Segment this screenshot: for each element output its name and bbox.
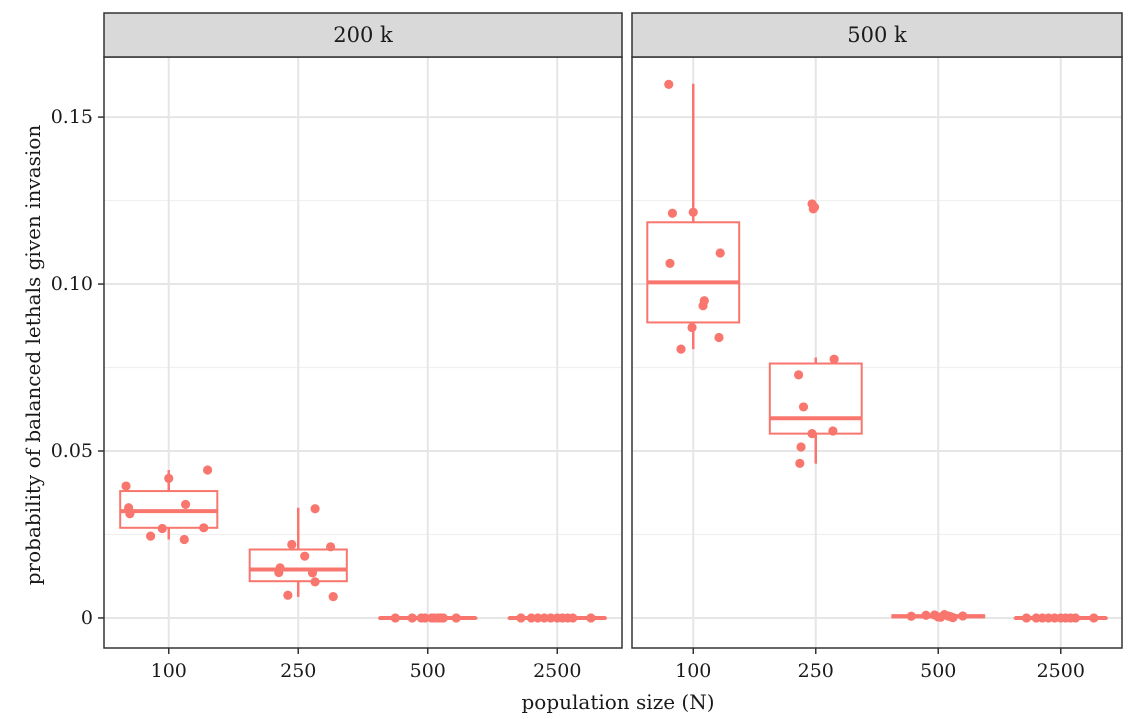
y-tick-label: 0.10 — [51, 273, 93, 295]
x-axis-title: population size (N) — [521, 690, 714, 714]
data-point — [958, 611, 968, 621]
box-250 — [768, 199, 863, 468]
data-point — [794, 370, 804, 380]
y-tick-label: 0 — [81, 607, 93, 629]
data-point — [407, 613, 417, 623]
data-point — [307, 568, 318, 578]
data-point — [274, 567, 284, 578]
data-point — [287, 539, 297, 550]
x-tick-label: 2500 — [533, 660, 581, 682]
box-100 — [119, 465, 219, 545]
facet-panel-2: 500 k 100 250 500 2500 — [631, 12, 1123, 682]
x-tick-label: 500 — [920, 660, 956, 682]
data-point — [125, 509, 135, 519]
x-tick-label: 500 — [410, 660, 446, 682]
box-iqr — [646, 221, 741, 324]
data-point — [798, 402, 809, 412]
y-axis-title: probability of balanced lethals given in… — [21, 125, 45, 586]
data-point — [664, 79, 674, 89]
facet-strip-label: 200 k — [333, 23, 393, 47]
data-point — [328, 591, 338, 602]
x-tick-label: 100 — [675, 660, 711, 682]
x-tick-label: 2500 — [1037, 660, 1085, 682]
box-500 — [378, 613, 478, 623]
data-point — [688, 207, 698, 217]
box-2500 — [1013, 613, 1108, 623]
data-point — [310, 577, 320, 587]
box-iqr — [248, 548, 348, 583]
panel-background — [104, 57, 622, 648]
data-point — [326, 542, 336, 552]
data-point — [829, 354, 839, 364]
data-point — [539, 613, 549, 623]
data-point — [586, 613, 596, 623]
box-iqr — [768, 362, 863, 435]
data-point — [676, 344, 686, 354]
data-point — [533, 613, 543, 623]
data-point — [300, 551, 310, 561]
data-point — [526, 613, 536, 623]
data-point — [199, 523, 209, 533]
box-500 — [891, 610, 986, 623]
data-point — [121, 481, 131, 491]
data-point — [1021, 613, 1032, 623]
x-tick-label: 100 — [151, 660, 187, 682]
data-point — [1031, 613, 1041, 623]
data-point — [568, 613, 578, 623]
data-point — [796, 442, 806, 452]
data-point — [808, 204, 818, 214]
data-point — [310, 504, 320, 514]
box-250 — [248, 504, 348, 602]
data-point — [698, 301, 708, 311]
x-tick-label: 250 — [798, 660, 834, 682]
data-point — [146, 531, 156, 541]
data-point — [795, 458, 805, 468]
data-point — [715, 248, 725, 258]
data-point — [180, 499, 191, 510]
box-2500 — [507, 613, 607, 623]
data-point — [1089, 613, 1099, 623]
facet-strip — [631, 12, 1123, 58]
data-point — [283, 590, 293, 600]
data-point — [667, 208, 678, 218]
data-point — [1070, 613, 1081, 623]
data-point — [828, 426, 838, 436]
data-point — [157, 523, 167, 534]
y-tick-label: 0.15 — [51, 106, 93, 128]
facet-strip — [103, 12, 623, 58]
data-point — [546, 613, 556, 623]
data-point — [921, 610, 931, 620]
data-point — [807, 429, 817, 439]
data-point — [948, 613, 958, 623]
panel-background — [632, 57, 1122, 648]
data-point — [714, 332, 724, 343]
box-100 — [646, 79, 741, 354]
data-point — [451, 613, 461, 623]
data-point — [516, 613, 526, 623]
data-point — [929, 610, 940, 620]
data-point — [390, 613, 400, 623]
data-point — [416, 613, 426, 623]
y-tick-label: 0.05 — [51, 440, 93, 462]
data-point — [665, 258, 675, 268]
data-point — [179, 534, 189, 545]
data-point — [687, 322, 697, 333]
x-tick-label: 250 — [280, 660, 316, 682]
data-point — [438, 613, 448, 623]
data-point — [906, 611, 916, 621]
data-point — [203, 465, 213, 475]
facet-strip-label: 500 k — [847, 23, 907, 47]
data-point — [164, 473, 174, 483]
facet-panel-1: 200 k 100 250 500 2500 — [103, 12, 623, 682]
